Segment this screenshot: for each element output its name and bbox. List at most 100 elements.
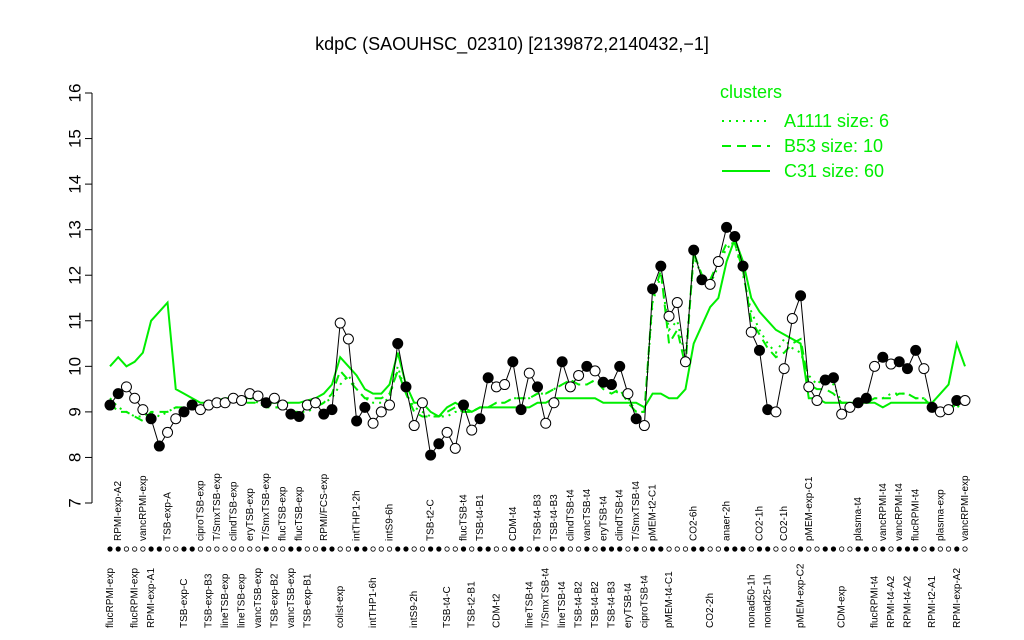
sample-dot <box>608 546 615 552</box>
sample-point <box>342 333 354 345</box>
sample-dot <box>707 546 713 552</box>
sample-point <box>869 360 881 372</box>
sample-point <box>318 408 330 420</box>
sample-dot <box>913 546 919 552</box>
sample-dot <box>173 546 179 552</box>
sample-dot <box>592 546 598 552</box>
x-tick-label: TSB-exp-C <box>179 579 190 628</box>
sample-dot <box>576 546 582 552</box>
sample-point <box>918 363 930 375</box>
x-tick-label: TSB-exp-B2 <box>269 573 280 628</box>
sample-point <box>416 397 428 409</box>
sample-dot <box>855 546 861 552</box>
sample-dot <box>526 546 532 552</box>
sample-point <box>959 395 971 406</box>
sample-dot <box>518 546 524 552</box>
sample-point <box>614 360 626 372</box>
sample-point <box>811 395 823 406</box>
sample-dot <box>181 546 187 552</box>
x-tick-label: vancRPMI-t4 <box>878 483 889 541</box>
sample-dot <box>551 546 557 552</box>
sample-point <box>540 417 552 429</box>
x-tick-label: flucTSB-t4 <box>459 494 470 541</box>
sample-dot <box>674 546 680 552</box>
sample-point <box>622 388 634 400</box>
sample-point <box>647 283 659 295</box>
sample-dot <box>230 546 236 552</box>
sample-point <box>351 415 363 427</box>
x-tick-label: flucRPMI-t4 <box>870 575 881 628</box>
sample-dot <box>641 546 647 552</box>
sample-point <box>458 399 470 411</box>
sample-dot <box>649 546 656 552</box>
sample-point <box>548 397 560 409</box>
sample-point <box>786 313 798 324</box>
legend-label: B53 size: 10 <box>784 136 883 156</box>
sample-dot <box>682 546 689 552</box>
x-tick-label: intTHP1-2h <box>352 490 363 541</box>
x-tick-label: eryTSB-exp <box>245 488 256 541</box>
sample-point <box>425 449 437 461</box>
x-tick-label: TSB-exp-B3 <box>204 573 215 628</box>
x-tick-label: vancRPMI-exp <box>960 475 971 541</box>
x-tick-label: CDM-t2 <box>491 593 502 628</box>
x-tick-label: TSB-t4-B2 <box>590 581 601 628</box>
sample-dot <box>411 546 417 552</box>
cluster-line <box>109 242 966 423</box>
sample-dot <box>691 546 697 552</box>
x-tick-label: CO2-6h <box>689 506 700 541</box>
sample-line <box>109 226 965 457</box>
sample-dot <box>436 546 442 552</box>
sample-point <box>581 360 593 372</box>
sample-point <box>663 310 675 322</box>
sample-dot <box>904 546 911 552</box>
sample-dot <box>896 546 902 552</box>
x-tick-label: TSB-exp-B1 <box>302 573 313 628</box>
sample-dot <box>271 546 278 552</box>
x-tick-label: flucRPMI-exp <box>130 568 141 628</box>
sample-point <box>507 356 519 368</box>
x-tick-label: flucTSB-exp <box>294 486 305 541</box>
sample-point <box>260 397 272 409</box>
x-tick-label: TSB-t4-B1 <box>475 494 486 541</box>
sample-dot <box>888 546 894 552</box>
sample-point <box>745 326 757 338</box>
sample-dot <box>132 546 138 552</box>
sample-point <box>408 420 420 432</box>
sample-point <box>836 408 848 420</box>
sample-point <box>112 388 124 400</box>
x-tick-label: TSB-t4-B3 <box>606 581 617 628</box>
sample-dot <box>806 546 812 552</box>
x-tick-label: pMEM-t4-C1 <box>664 571 675 628</box>
sample-point <box>268 392 280 404</box>
sample-dot <box>280 546 286 552</box>
sample-dot <box>510 546 516 552</box>
legend-label: A1111 size: 6 <box>784 111 889 131</box>
x-tick-label: intS9-2h <box>409 591 420 628</box>
sample-dot <box>148 546 154 552</box>
sample-point <box>737 260 749 272</box>
sample-dot <box>723 546 730 552</box>
sample-dot <box>740 546 746 552</box>
x-tick-label: lineTSB-exp <box>237 573 248 628</box>
sample-point <box>466 424 478 436</box>
sample-dot <box>633 546 639 552</box>
x-tick-label: lineTSB-t4 <box>524 581 535 628</box>
sample-point <box>186 399 198 411</box>
x-tick-label: flucRPMI-t4 <box>911 488 922 541</box>
chart-title: kdpC (SAOUHSC_02310) [2139872,2140432,−1… <box>315 34 709 55</box>
sample-dot <box>304 546 310 552</box>
sample-dot <box>419 546 426 552</box>
sample-point <box>573 369 585 381</box>
sample-dot <box>362 546 368 552</box>
sample-dot <box>354 546 360 552</box>
x-tick-label: RPMI-exp-A2 <box>952 568 963 628</box>
sample-point <box>696 274 708 286</box>
sample-point <box>893 356 905 368</box>
sample-point <box>564 381 576 393</box>
y-tick-label: 9 <box>65 407 84 416</box>
sample-dot <box>337 546 343 552</box>
x-tick-label: T/SmxTSB-exp <box>261 473 272 541</box>
sample-point <box>712 256 724 268</box>
sample-dot <box>238 546 245 552</box>
